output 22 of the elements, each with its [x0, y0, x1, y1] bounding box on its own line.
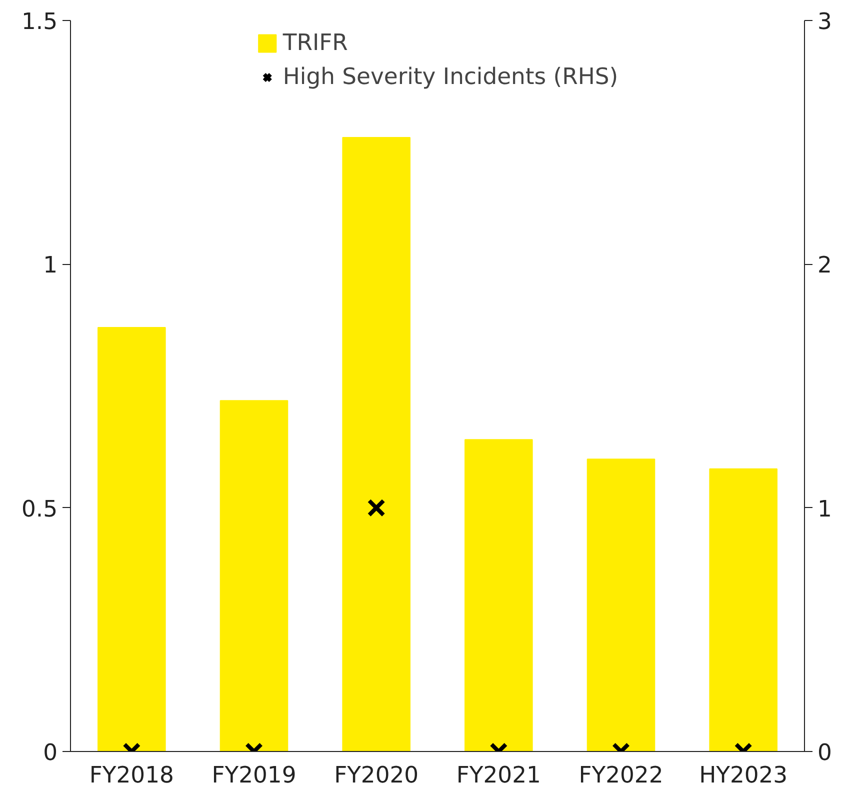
legend-label: TRIFR: [282, 30, 348, 56]
bar: [220, 400, 288, 752]
y2-tick-label: 2: [818, 252, 832, 279]
x-tick-label: FY2018: [89, 762, 174, 788]
y-tick-label: 1: [43, 252, 58, 279]
y-tick-label: 0: [43, 740, 58, 766]
bar: [464, 439, 533, 752]
y2-tick-label: 3: [818, 9, 832, 35]
bar: [98, 327, 166, 752]
y-tick-label: 1.5: [21, 9, 58, 35]
bar: [586, 458, 656, 752]
x-tick-label: FY2020: [334, 762, 419, 788]
y-tick-label: 0.5: [21, 496, 58, 522]
legend-label: High Severity Incidents (RHS): [282, 64, 618, 90]
x-tick-label: FY2019: [212, 762, 296, 788]
bar: [342, 136, 410, 752]
x-tick-label: HY2023: [699, 762, 788, 788]
x-tick-label: FY2021: [456, 762, 541, 788]
y2-tick-label: 1: [818, 496, 832, 522]
bar: [709, 468, 778, 752]
x-tick-label: FY2022: [578, 762, 664, 788]
y2-tick-label: 0: [818, 740, 832, 766]
